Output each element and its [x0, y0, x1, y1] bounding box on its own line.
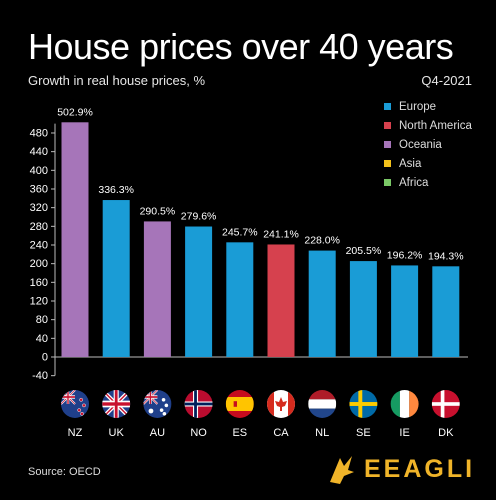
data-label: 279.6%: [181, 211, 217, 223]
data-label: 228.0%: [304, 235, 340, 247]
flag-ca-icon: [267, 390, 295, 418]
legend-label: Asia: [399, 157, 422, 170]
legend: Europe North America Oceania Asia Africa: [384, 97, 472, 192]
x-tick-label: ES: [232, 427, 247, 439]
y-tick-label: -40: [32, 370, 48, 382]
flag-uk-icon: [102, 390, 131, 418]
bar-ie: [391, 265, 419, 357]
flag-nz-icon: [61, 390, 89, 418]
y-tick-label: 120: [30, 295, 48, 307]
y-tick-label: 320: [30, 202, 48, 214]
flag-se-icon: [349, 390, 378, 418]
legend-item: Asia: [384, 154, 472, 173]
legend-label: North America: [399, 119, 472, 132]
data-label: 502.9%: [57, 106, 93, 118]
legend-swatch: [384, 141, 391, 148]
source-note: Source: OECD: [28, 466, 101, 478]
x-tick-label: AU: [150, 427, 165, 439]
y-tick-label: 0: [42, 352, 48, 364]
data-label: 290.5%: [140, 205, 176, 217]
bar-dk: [432, 266, 460, 357]
legend-item: Oceania: [384, 135, 472, 154]
x-tick-label: NZ: [68, 427, 83, 439]
legend-label: Africa: [399, 176, 429, 189]
flag-nl-icon: [308, 390, 337, 418]
bar-au: [143, 221, 171, 357]
brand-logo: EEAGLI: [326, 452, 475, 486]
data-label: 336.3%: [98, 184, 134, 196]
legend-swatch: [384, 160, 391, 167]
flag-au-icon: [143, 390, 172, 418]
x-tick-label: NO: [190, 427, 207, 439]
flag-no-icon: [184, 390, 213, 418]
bar-uk: [102, 200, 130, 357]
period-label: Q4-2021: [421, 73, 472, 88]
legend-label: Oceania: [399, 138, 442, 151]
bar-es: [226, 242, 254, 357]
y-tick-label: 360: [30, 183, 48, 195]
bar-nz: [61, 122, 89, 357]
y-tick-label: 160: [30, 277, 48, 289]
y-tick-label: 400: [30, 165, 48, 177]
data-label: 241.1%: [263, 228, 299, 240]
y-tick-label: 80: [36, 314, 48, 326]
legend-item: Europe: [384, 97, 472, 116]
x-tick-label: CA: [273, 427, 289, 439]
legend-swatch: [384, 103, 391, 110]
bar-ca: [267, 244, 295, 357]
legend-item: Africa: [384, 173, 472, 192]
y-tick-label: 240: [30, 239, 48, 251]
eagle-icon: [330, 456, 354, 484]
y-tick-label: 40: [36, 333, 48, 345]
brand-name: EEAGLI: [364, 454, 476, 483]
y-tick-label: 480: [30, 127, 48, 139]
y-tick-label: 440: [30, 146, 48, 158]
x-tick-label: IE: [399, 427, 409, 439]
x-tick-label: NL: [315, 427, 329, 439]
data-label: 205.5%: [346, 245, 382, 257]
legend-swatch: [384, 179, 391, 186]
data-label: 194.3%: [428, 250, 464, 262]
data-label: 245.7%: [222, 226, 258, 238]
y-tick-label: 200: [30, 258, 48, 270]
flag-dk-icon: [431, 390, 460, 418]
x-tick-label: SE: [356, 427, 371, 439]
y-tick-label: 280: [30, 221, 48, 233]
bar-no: [185, 226, 213, 357]
flag-es-icon: [225, 390, 254, 418]
bar-se: [349, 261, 377, 357]
legend-swatch: [384, 122, 391, 129]
legend-label: Europe: [399, 100, 437, 113]
legend-item: North America: [384, 116, 472, 135]
x-tick-label: UK: [109, 427, 125, 439]
flag-ie-icon: [390, 390, 419, 418]
data-label: 196.2%: [387, 249, 423, 261]
chart-subtitle: Growth in real house prices, %: [28, 73, 206, 88]
bar-nl: [308, 250, 336, 357]
chart-title: House prices over 40 years: [28, 26, 454, 67]
x-tick-label: DK: [438, 427, 454, 439]
